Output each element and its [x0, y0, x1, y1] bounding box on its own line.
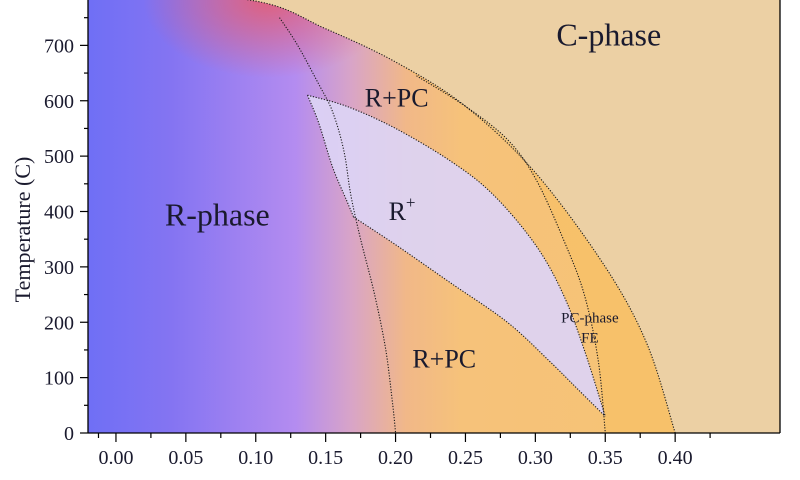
y-tick-label: 200 [44, 312, 74, 334]
y-tick-label: 100 [44, 368, 74, 390]
y-tick-label: 700 [44, 35, 74, 57]
region-label-text: PC-phase [561, 310, 619, 326]
phase-boundaries [245, 0, 676, 433]
region-r-plus [307, 95, 606, 417]
x-tick-label: 0.30 [518, 447, 553, 469]
region-labels: R-phase C-phase R+PC R+ R+PC PC-phase FE [165, 16, 661, 373]
region-label-0: R-phase [165, 196, 270, 232]
region-label-2: R+PC [365, 83, 429, 112]
region-label-superscript: + [406, 193, 416, 212]
region-label-line2: FE [581, 330, 599, 346]
boundary-3 [307, 94, 606, 417]
region-label-text: R+PC [412, 345, 476, 374]
x-tick-label: 0.40 [658, 447, 693, 469]
y-ticks: 0 100 200 300 400 500 600 700 800 [44, 0, 88, 445]
region-label-3: R+ [389, 193, 416, 226]
y-tick-label: 500 [44, 146, 74, 168]
region-label-text: C-phase [556, 16, 661, 52]
x-tick-label: 0.35 [588, 447, 623, 469]
region-label-text: R+PC [365, 83, 429, 112]
x-ticks: 0.00 0.05 0.10 0.15 0.20 0.25 0.30 0.35 0.40 [97, 433, 711, 469]
y-tick-label: 300 [44, 257, 74, 279]
boundary-5 [353, 216, 606, 417]
region-label-1: C-phase [556, 16, 661, 52]
plot-area [88, 0, 780, 433]
y-tick-label: 800 [44, 0, 74, 2]
region-pc-phase [395, 62, 676, 433]
region-label-4: R+PC [412, 345, 476, 374]
y-tick-label: 0 [64, 423, 74, 445]
region-c-phase [248, 0, 780, 433]
region-label-5: PC-phase FE [561, 310, 619, 346]
axes: 0.00 0.05 0.10 0.15 0.20 0.25 0.30 0.35 0.40 0 10… [10, 0, 781, 469]
y-axis-label: Temperature (C) [10, 157, 35, 303]
region-label-text: R-phase [165, 196, 270, 232]
boundary-2 [416, 75, 606, 433]
y-tick-label: 600 [44, 91, 74, 113]
boundary-1 [279, 17, 397, 433]
x-tick-label: 0.25 [448, 447, 483, 469]
x-tick-label: 0.15 [308, 447, 343, 469]
region-label-text: R [389, 197, 407, 226]
boundary-0 [245, 0, 676, 433]
x-tick-label: 0.05 [168, 447, 203, 469]
y-tick-label: 400 [44, 202, 74, 224]
x-tick-label: 0.20 [378, 447, 413, 469]
x-tick-label: 0.00 [98, 447, 133, 469]
x-tick-label: 0.10 [238, 447, 273, 469]
boundary-4 [306, 94, 355, 218]
